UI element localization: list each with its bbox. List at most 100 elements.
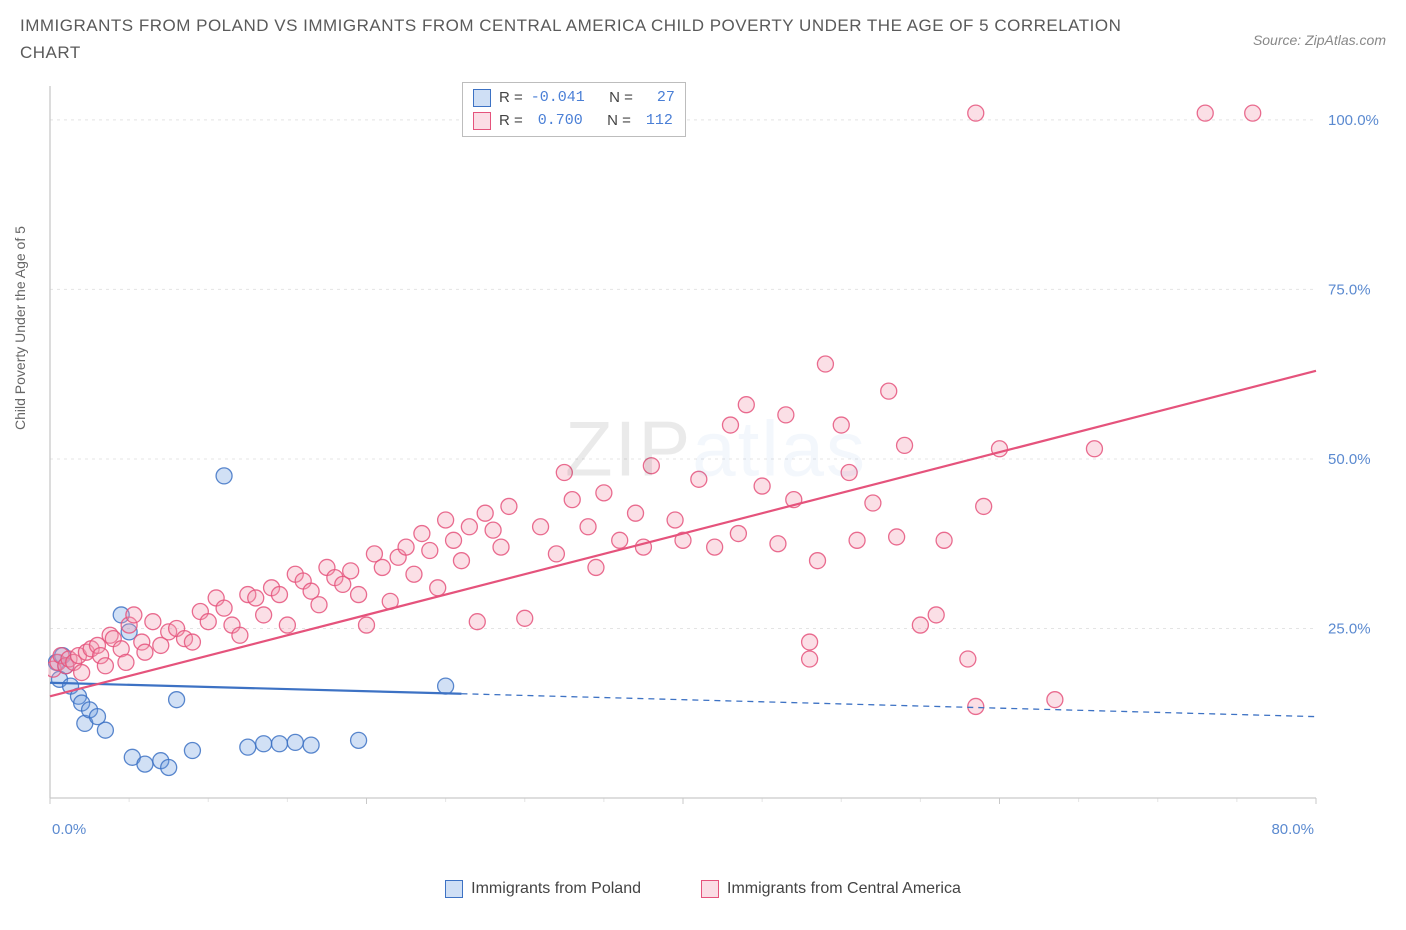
data-point-central_america xyxy=(398,539,414,555)
data-point-central_america xyxy=(738,397,754,413)
n-value-central_america: 112 xyxy=(639,110,673,133)
swatch-central_america xyxy=(473,112,491,130)
data-point-central_america xyxy=(461,519,477,535)
data-point-poland xyxy=(97,722,113,738)
data-point-central_america xyxy=(200,614,216,630)
data-point-central_america xyxy=(722,417,738,433)
legend-item-central_america: Immigrants from Central America xyxy=(701,880,961,898)
data-point-central_america xyxy=(485,522,501,538)
stats-row-central_america: R =0.700 N =112 xyxy=(473,110,675,133)
data-point-central_america xyxy=(469,614,485,630)
data-point-poland xyxy=(287,734,303,750)
data-point-poland xyxy=(216,468,232,484)
data-point-central_america xyxy=(248,590,264,606)
trend-line-poland xyxy=(50,683,461,694)
data-point-central_america xyxy=(556,465,572,481)
y-tick-label: 100.0% xyxy=(1328,112,1379,129)
legend-label-poland: Immigrants from Poland xyxy=(471,880,641,898)
data-point-central_america xyxy=(446,532,462,548)
data-point-central_america xyxy=(936,532,952,548)
data-point-central_america xyxy=(691,471,707,487)
data-point-central_america xyxy=(580,519,596,535)
data-point-central_america xyxy=(493,539,509,555)
data-point-central_america xyxy=(126,607,142,623)
data-point-central_america xyxy=(833,417,849,433)
data-point-poland xyxy=(303,737,319,753)
r-label: R = xyxy=(499,110,523,133)
data-point-central_america xyxy=(430,580,446,596)
data-point-poland xyxy=(438,678,454,694)
data-point-central_america xyxy=(968,698,984,714)
data-point-poland xyxy=(271,736,287,752)
data-point-poland xyxy=(161,759,177,775)
data-point-central_america xyxy=(841,465,857,481)
plot-svg: 25.0%50.0%75.0%100.0%0.0%80.0% xyxy=(48,84,1384,844)
data-point-central_america xyxy=(351,587,367,603)
data-point-central_america xyxy=(374,559,390,575)
y-tick-label: 75.0% xyxy=(1328,281,1371,298)
data-point-poland xyxy=(169,692,185,708)
data-point-central_america xyxy=(517,610,533,626)
data-point-central_america xyxy=(548,546,564,562)
x-tick-label: 0.0% xyxy=(52,821,86,838)
data-point-central_america xyxy=(849,532,865,548)
data-point-central_america xyxy=(897,437,913,453)
data-point-central_america xyxy=(564,492,580,508)
legend-swatch-poland xyxy=(445,880,463,898)
data-point-central_america xyxy=(596,485,612,501)
data-point-central_america xyxy=(256,607,272,623)
data-point-central_america xyxy=(778,407,794,423)
data-point-central_america xyxy=(810,553,826,569)
n-value-poland: 27 xyxy=(641,87,675,110)
data-point-central_america xyxy=(414,526,430,542)
data-point-poland xyxy=(256,736,272,752)
trend-line-ext-poland xyxy=(461,694,1316,717)
data-point-poland xyxy=(137,756,153,772)
data-point-central_america xyxy=(976,498,992,514)
data-point-central_america xyxy=(612,532,628,548)
data-point-central_america xyxy=(343,563,359,579)
n-label: N = xyxy=(609,87,633,110)
data-point-central_america xyxy=(118,654,134,670)
y-tick-label: 25.0% xyxy=(1328,620,1371,637)
data-point-central_america xyxy=(145,614,161,630)
swatch-poland xyxy=(473,89,491,107)
stats-row-poland: R = -0.041 N = 27 xyxy=(473,87,675,110)
bottom-legend: Immigrants from Poland Immigrants from Ce… xyxy=(0,880,1406,898)
data-point-central_america xyxy=(912,617,928,633)
data-point-central_america xyxy=(960,651,976,667)
r-label: R = xyxy=(499,87,523,110)
chart-title: IMMIGRANTS FROM POLAND VS IMMIGRANTS FRO… xyxy=(20,12,1170,66)
data-point-poland xyxy=(351,732,367,748)
data-point-central_america xyxy=(667,512,683,528)
data-point-central_america xyxy=(216,600,232,616)
trend-line-central_america xyxy=(50,371,1316,696)
source-credit: Source: ZipAtlas.com xyxy=(1253,32,1386,48)
data-point-central_america xyxy=(802,651,818,667)
data-point-central_america xyxy=(232,627,248,643)
r-value-poland: -0.041 xyxy=(531,87,585,110)
data-point-central_america xyxy=(271,587,287,603)
data-point-central_america xyxy=(707,539,723,555)
data-point-central_america xyxy=(533,519,549,535)
data-point-poland xyxy=(184,743,200,759)
data-point-central_america xyxy=(770,536,786,552)
scatter-plot: 25.0%50.0%75.0%100.0%0.0%80.0% ZIPatlas xyxy=(48,84,1384,844)
stats-legend-box: R =-0.041 N =27R =0.700 N =112 xyxy=(462,82,686,137)
data-point-central_america xyxy=(754,478,770,494)
n-label: N = xyxy=(607,110,631,133)
data-point-central_america xyxy=(817,356,833,372)
data-point-central_america xyxy=(1245,105,1261,121)
data-point-central_america xyxy=(628,505,644,521)
data-point-central_america xyxy=(802,634,818,650)
data-point-poland xyxy=(240,739,256,755)
data-point-central_america xyxy=(453,553,469,569)
data-point-central_america xyxy=(1086,441,1102,457)
data-point-central_america xyxy=(74,665,90,681)
data-point-central_america xyxy=(928,607,944,623)
data-point-central_america xyxy=(137,644,153,660)
data-point-central_america xyxy=(438,512,454,528)
data-point-central_america xyxy=(477,505,493,521)
data-point-central_america xyxy=(730,526,746,542)
data-point-central_america xyxy=(406,566,422,582)
